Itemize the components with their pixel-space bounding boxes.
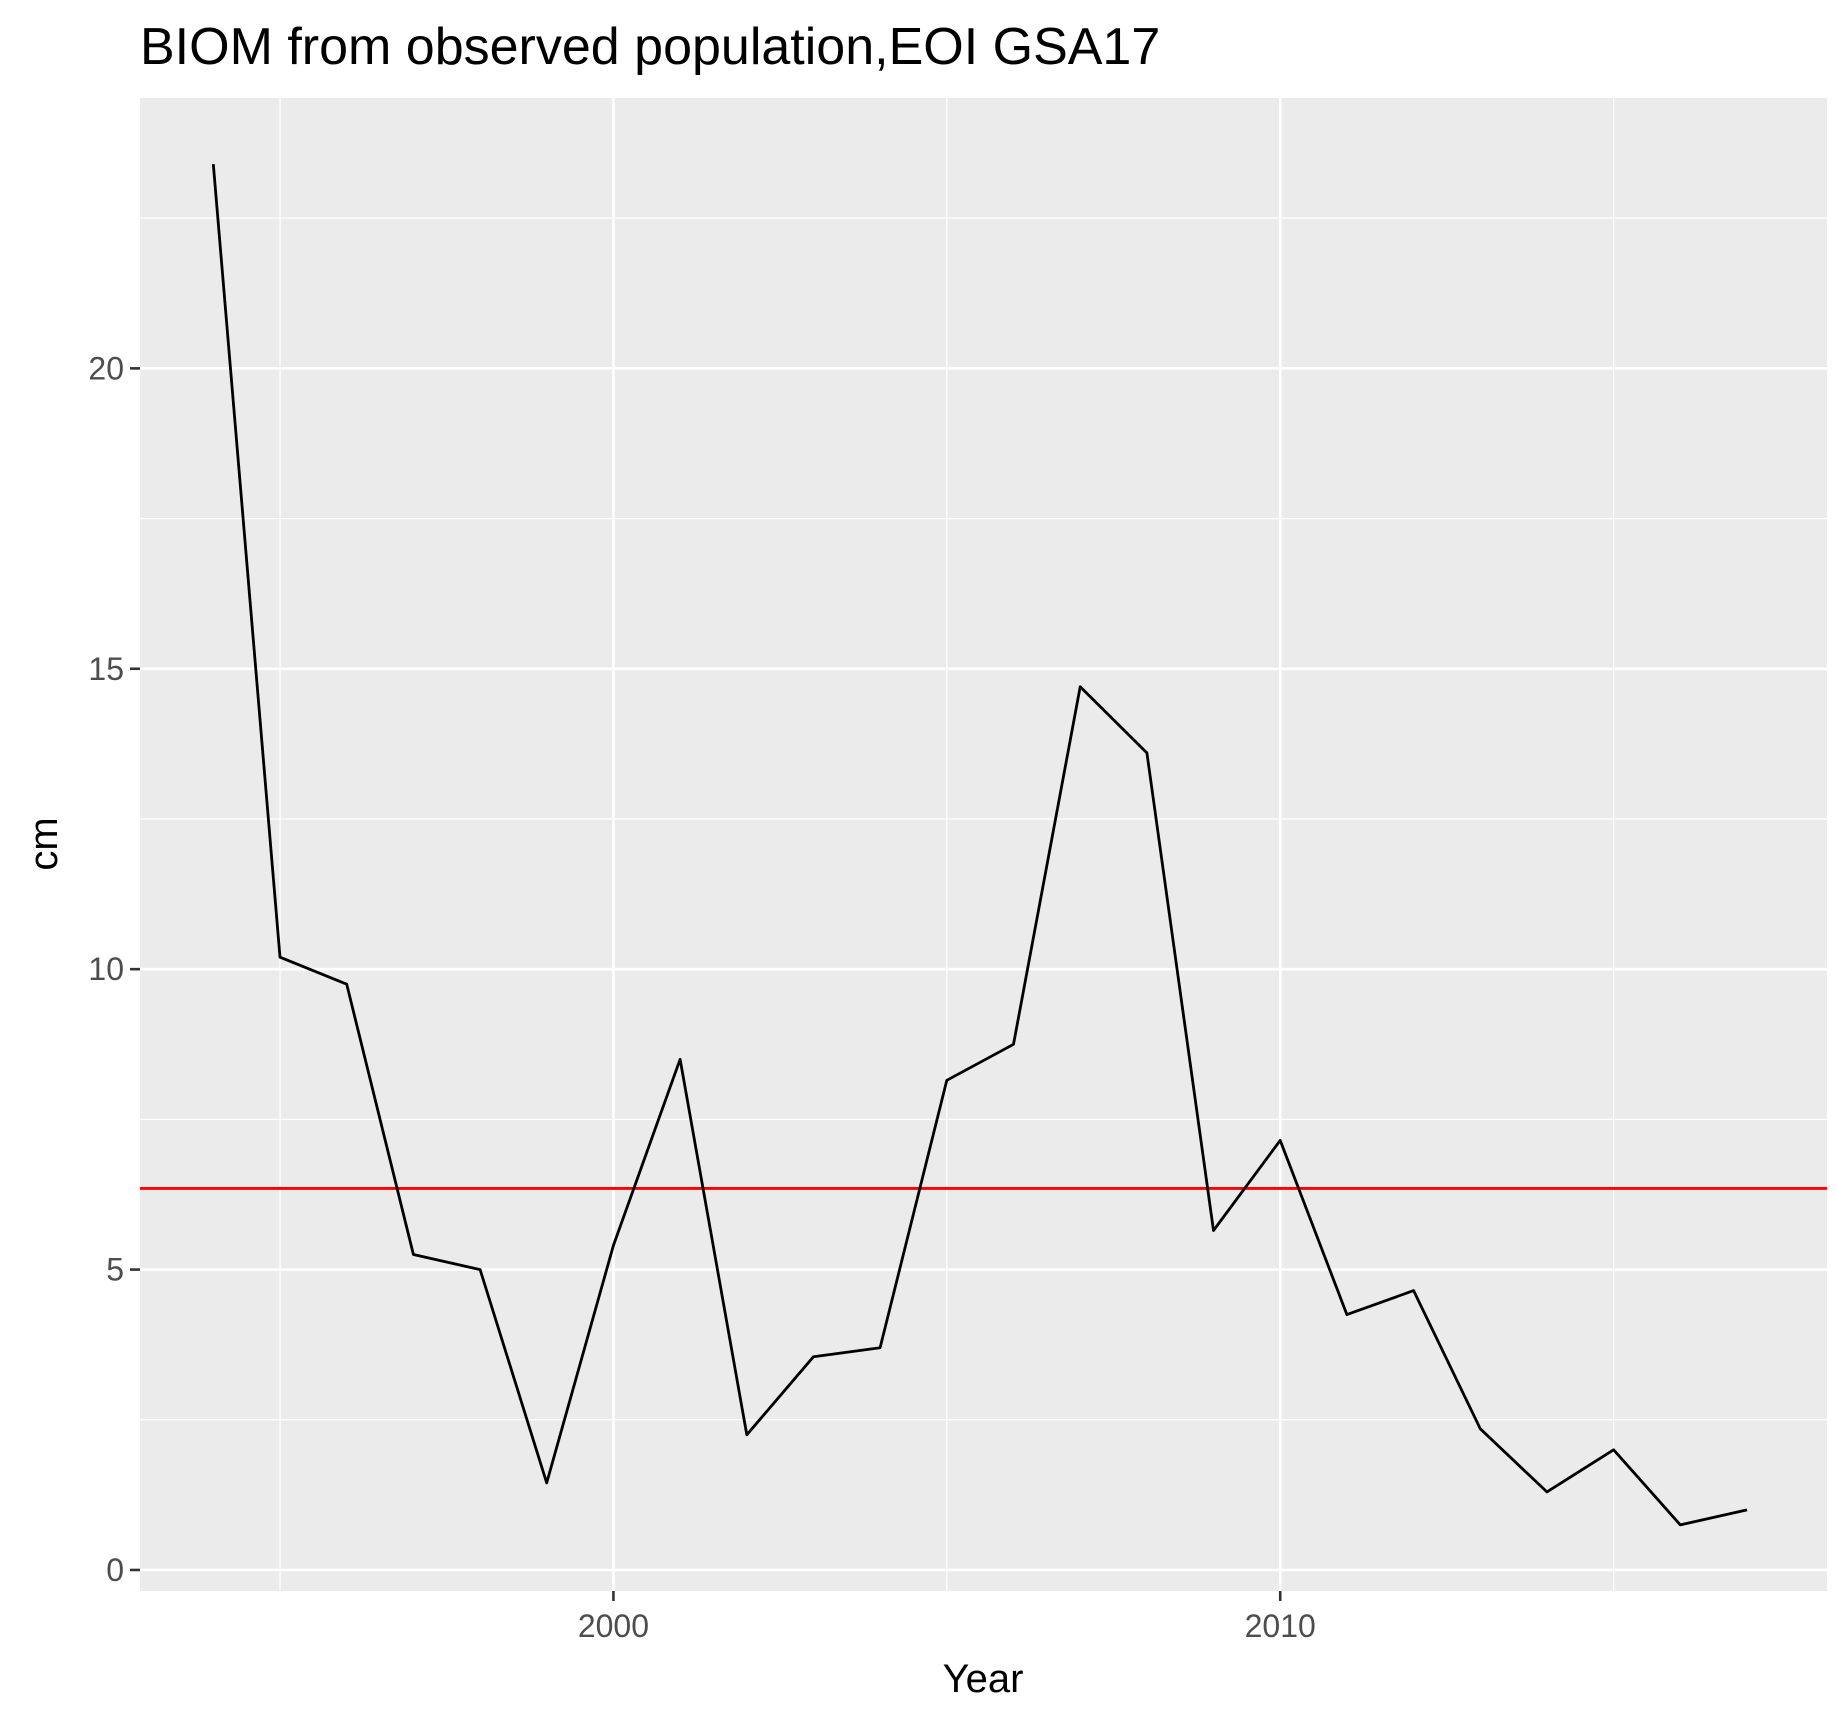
y-tick-label: 5 [106,1252,124,1288]
y-tick-label: 0 [106,1552,124,1588]
x-tick-label: 2000 [578,1608,649,1644]
x-axis-title: Year [943,1657,1024,1701]
x-tick-label: 2010 [1245,1608,1316,1644]
x-axis: 2000 2010 [578,1591,1316,1644]
y-tick-label: 20 [88,350,124,386]
minor-gridlines [140,98,1827,1591]
series-line [211,163,1748,1527]
y-tick-label: 10 [88,951,124,987]
y-axis: 0 5 10 15 20 [88,350,140,1588]
major-gridlines [140,98,1827,1591]
data-series [211,163,1748,1527]
chart-title: BIOM from observed population,EOI GSA17 [140,18,1160,76]
plot-panel [140,98,1827,1591]
y-axis-title: cm [22,817,66,870]
y-tick-label: 15 [88,651,124,687]
